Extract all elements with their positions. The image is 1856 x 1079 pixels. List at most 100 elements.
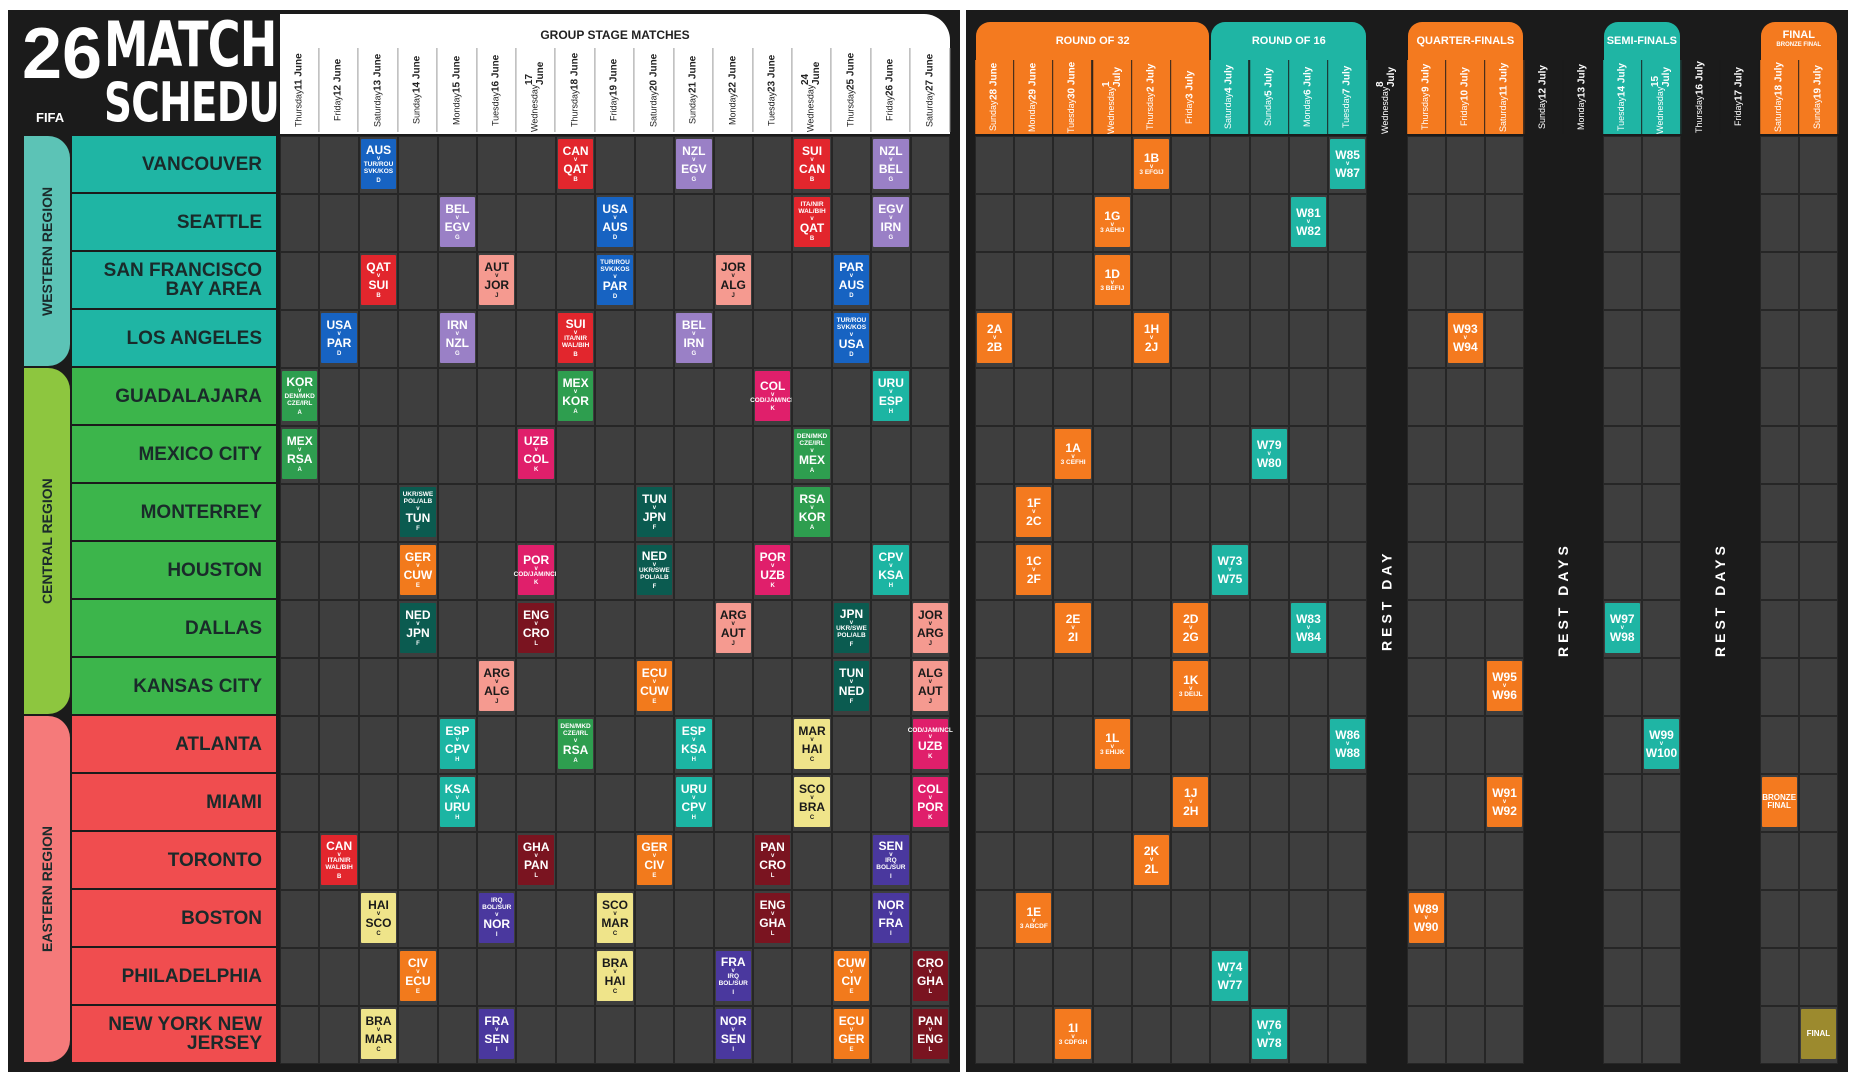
group: E [849, 989, 854, 995]
away: AUS [602, 220, 628, 234]
match-tile: W85 v W87 [1330, 139, 1366, 189]
vs: v [1110, 743, 1114, 750]
home: 1F [1026, 496, 1041, 510]
home: W99 [1649, 728, 1674, 742]
match-tile: SEN v IRQ BOL/SUR I [873, 835, 909, 885]
date-header: Wednesday 15 July [1641, 60, 1682, 134]
home: GER [641, 840, 668, 854]
cell [1092, 658, 1132, 716]
vs: v [810, 157, 814, 163]
group: E [849, 1047, 854, 1053]
weekday: Saturday [1498, 95, 1509, 132]
date-header: Friday 3 July [1171, 60, 1211, 134]
cell [1328, 1006, 1368, 1064]
cell [555, 774, 596, 832]
away: POR [917, 800, 944, 814]
region: CENTRAL REGION [24, 368, 70, 714]
cell [358, 426, 399, 484]
cell [1602, 658, 1642, 716]
weekday: Monday [1576, 97, 1587, 130]
away: NED [838, 684, 865, 698]
cell [871, 948, 911, 1006]
cell [871, 310, 911, 368]
cell [752, 310, 793, 368]
weekday: Friday [332, 96, 343, 122]
cell [1641, 1006, 1682, 1064]
cell [516, 1006, 556, 1064]
home: NED [641, 549, 668, 564]
away: CIV [644, 858, 665, 872]
group: G [888, 177, 894, 183]
away: 2C [1026, 514, 1042, 528]
cell [358, 600, 399, 658]
cell [1445, 948, 1485, 1006]
cell [752, 948, 793, 1006]
cell [1014, 368, 1054, 426]
cell [398, 368, 438, 426]
cell [1641, 310, 1682, 368]
cell [555, 890, 596, 948]
cell [437, 368, 478, 426]
cell [437, 890, 478, 948]
weekday: Thursday [1145, 92, 1156, 130]
vs: v [849, 273, 854, 279]
cell [358, 774, 399, 832]
cell [437, 136, 478, 194]
home: 2D [1183, 612, 1199, 626]
away: 2J [1144, 340, 1159, 354]
cell [1131, 600, 1172, 658]
date: 13 June [372, 53, 384, 91]
cell [319, 484, 359, 542]
cell [516, 890, 556, 948]
home: PAN [918, 1014, 943, 1028]
date: 15 June [451, 55, 463, 93]
cell [1171, 890, 1211, 948]
cell [674, 832, 714, 890]
cell [975, 136, 1015, 194]
group: F [416, 641, 420, 647]
cell [1328, 542, 1368, 600]
cell [831, 774, 872, 832]
match-tile: PAR v AUS D [833, 255, 870, 305]
cell [516, 658, 556, 716]
group: J [928, 641, 932, 647]
date: 16 July [1694, 61, 1706, 96]
away: USA [838, 336, 865, 351]
away: 2G [1182, 630, 1199, 644]
away: CPV [445, 742, 470, 756]
away: CUW [403, 568, 433, 582]
away: 3 EFGIJ [1139, 168, 1164, 176]
cell [280, 310, 320, 368]
date-header: Saturday 20 June [634, 48, 675, 132]
home: 2K [1143, 844, 1160, 858]
cell [1092, 136, 1132, 194]
cell [1210, 716, 1250, 774]
cell [280, 600, 320, 658]
cell [477, 136, 517, 194]
cell [398, 136, 438, 194]
match-tile: SUI v ITA/NIR WAL/BIH B [557, 313, 594, 363]
home: ESP [681, 724, 706, 738]
cell [792, 948, 832, 1006]
group: F [652, 583, 657, 590]
date: 20 June [648, 53, 660, 91]
date: 14 June [411, 56, 423, 94]
vs: v [573, 330, 578, 337]
cell [280, 774, 320, 832]
cell [1406, 716, 1446, 774]
city-label: KANSAS CITY [72, 658, 276, 714]
cell [319, 252, 359, 310]
match-tile: USA v AUS D [597, 197, 633, 247]
cell [358, 658, 399, 716]
vs: v [1110, 279, 1114, 286]
match-tile: 1C v 2F [1016, 545, 1052, 595]
cell [1249, 542, 1289, 600]
stage-name: FINAL [1782, 29, 1815, 41]
stage-header: FINAL BRONZE FINAL [1760, 22, 1837, 60]
home: BRA [601, 956, 628, 970]
home: USA [602, 202, 628, 216]
match-tile: GER v CIV E [636, 835, 673, 885]
cell [1053, 542, 1093, 600]
stage-name: ROUND OF 32 [1055, 35, 1130, 47]
match-tile: ARG v ALG J [479, 661, 515, 711]
